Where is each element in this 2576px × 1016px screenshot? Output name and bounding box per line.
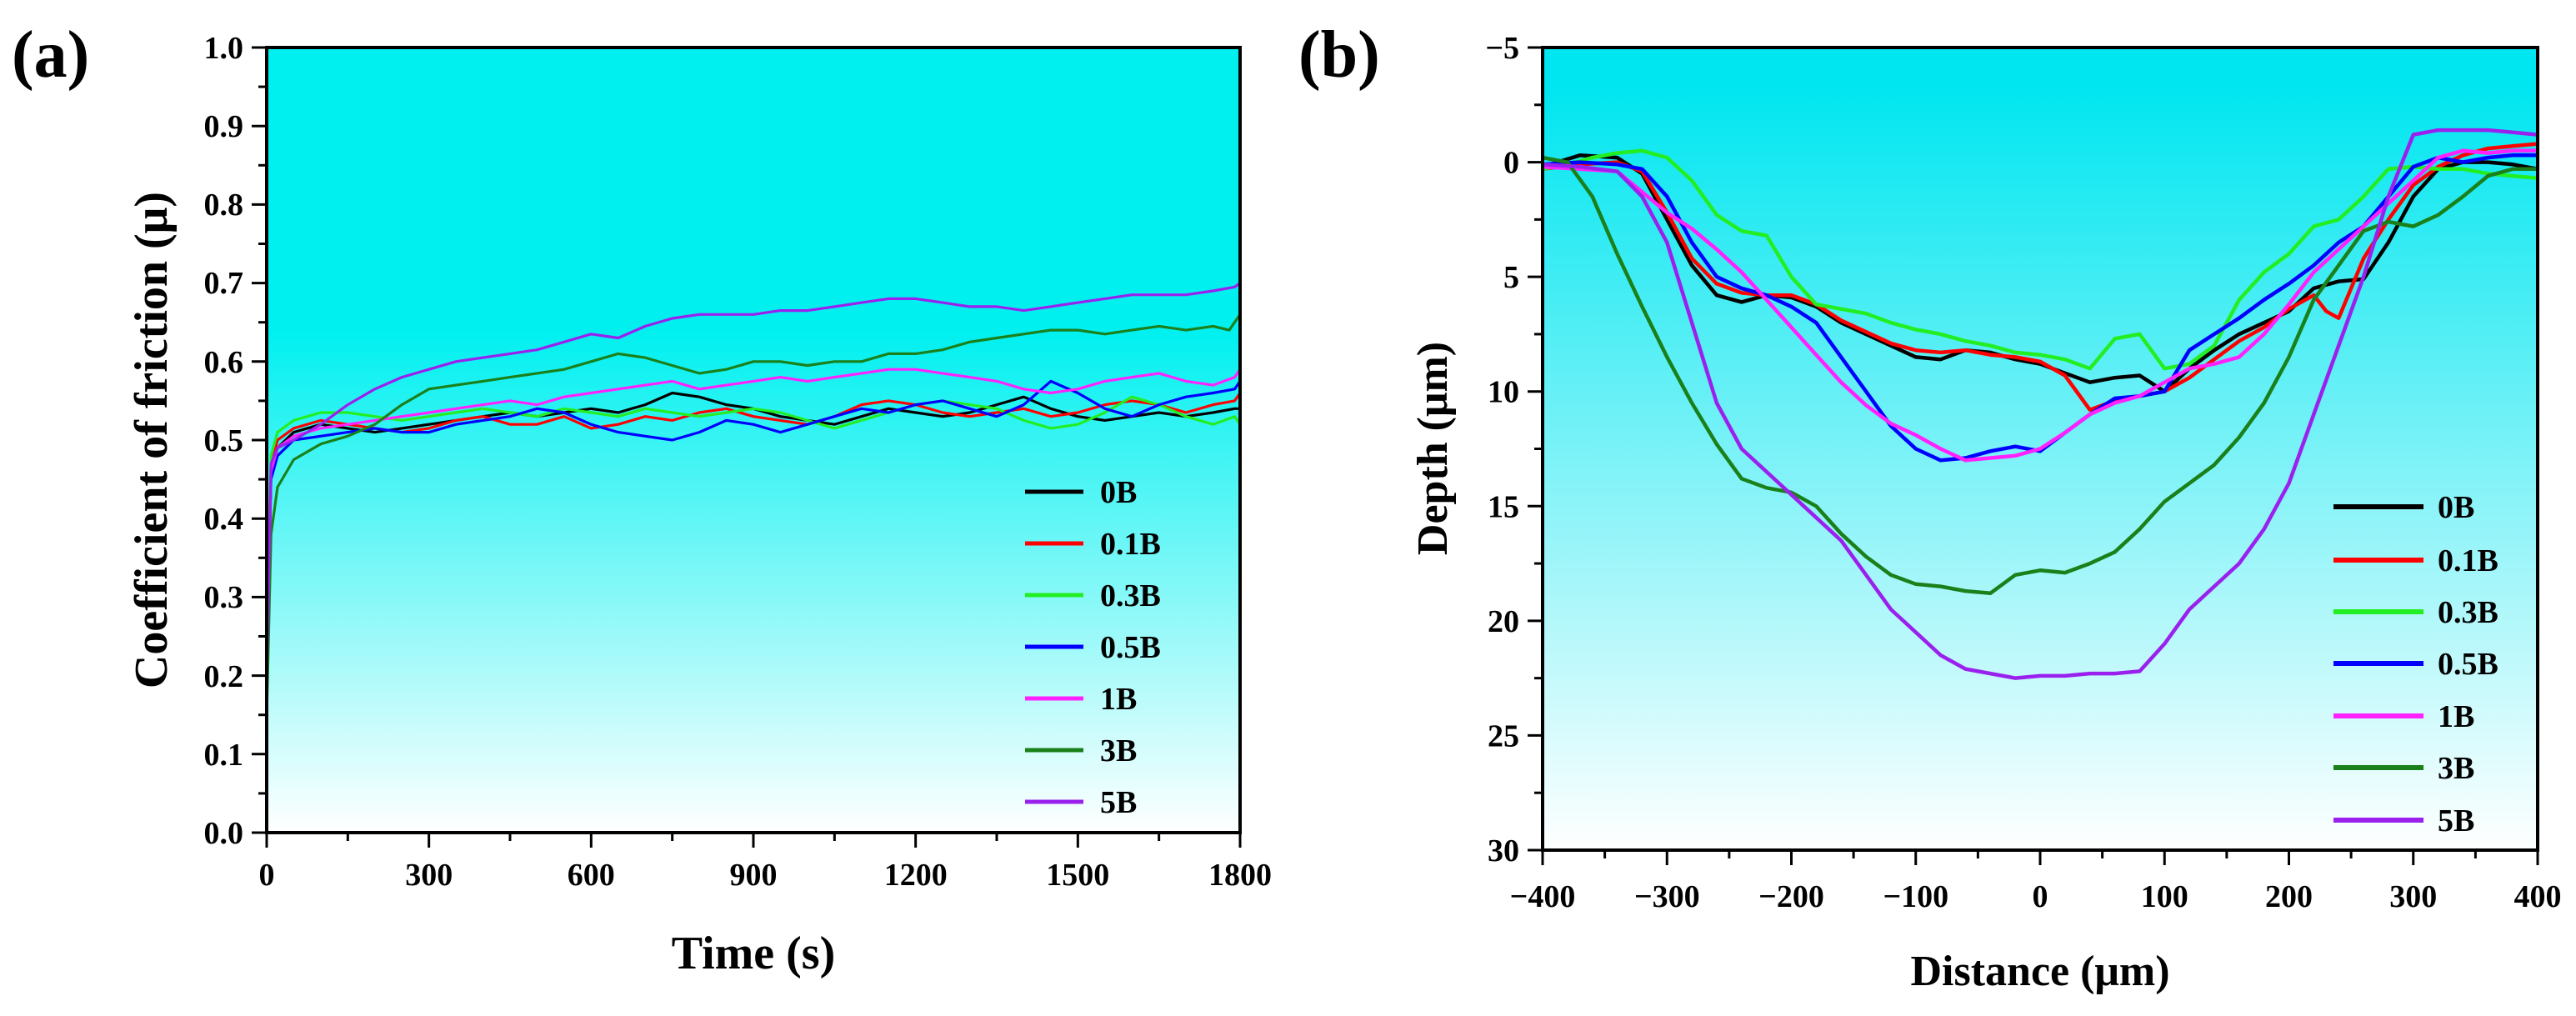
panel-b-legend: 0B 0.1B 0.3B 0.5B 1B 3B 5B — [2333, 490, 2498, 838]
panel-a-x-tick-label: 1200 — [884, 858, 948, 893]
legend-label-0-1b: 0.1B — [2438, 543, 2498, 578]
panel-a-x-tick-labels: 0 300 600 900 1200 1500 1800 — [259, 858, 1273, 893]
panel-b-y-tick-label: 15 — [1488, 489, 1519, 524]
panel-a-ticks — [252, 46, 1242, 848]
panel-a-y-tick-label: 0.1 — [204, 738, 244, 773]
panel-b-x-tick-label: 100 — [2141, 879, 2188, 914]
legend-label-0b: 0B — [1100, 475, 1137, 510]
panel-b-x-tick-label: −200 — [1758, 879, 1824, 914]
panel-a-series — [267, 282, 1240, 717]
legend-label-0-5b: 0.5B — [2438, 647, 2498, 682]
panel-b-x-tick-label: 200 — [2265, 879, 2313, 914]
panel-a-label: (a) — [12, 18, 89, 92]
legend-label-3b: 3B — [1100, 733, 1137, 768]
panel-b-y-tick-label: 25 — [1488, 718, 1519, 753]
panel-a-y-axis-title: Coefficient of friction (μ) — [126, 192, 178, 688]
panel-a-x-tick-label: 0 — [259, 858, 275, 893]
panel-a-y-tick-label: 0.8 — [204, 188, 244, 223]
panel-b-x-tick-label: 0 — [2033, 879, 2048, 914]
panel-b-y-tick-label: 20 — [1488, 604, 1519, 639]
series-line-1b — [1543, 148, 2538, 463]
legend-label-1b: 1B — [2438, 699, 2474, 734]
panel-a-x-tick-label: 900 — [730, 858, 778, 893]
panel-a-x-tick-label: 1500 — [1046, 858, 1109, 893]
panel-a-y-tick-label: 0.2 — [204, 659, 244, 694]
panel-b-x-tick-label: 300 — [2389, 879, 2437, 914]
panel-b-series — [1543, 128, 2538, 680]
legend-label-0-1b: 0.1B — [1100, 527, 1161, 562]
legend-label-0b: 0B — [2438, 490, 2474, 525]
panel-b: (b) −400 −300 −200 −100 0 100 200 300 40… — [1298, 18, 2562, 995]
panel-b-y-tick-label: 0 — [1503, 146, 1519, 181]
panel-b-y-axis-title: Depth (μm) — [1409, 342, 1457, 555]
panel-a-legend: 0B 0.1B 0.3B 0.5B 1B 3B 5B — [1025, 475, 1161, 820]
panel-b-y-tick-label: 30 — [1488, 833, 1519, 868]
panel-b-y-tick-labels: −5 0 5 10 15 20 25 30 — [1485, 31, 1519, 868]
series-line-0-3b — [1543, 148, 2538, 371]
panel-b-x-axis-title: Distance (μm) — [1910, 948, 2169, 995]
panel-b-x-tick-label: −100 — [1883, 879, 1948, 914]
panel-a-x-tick-label: 1800 — [1208, 858, 1272, 893]
series-line-0-5b — [267, 379, 1240, 678]
panel-a-y-tick-label: 0.0 — [204, 816, 244, 851]
panel-a-y-tick-label: 0.3 — [204, 580, 244, 615]
series-line-1b — [267, 368, 1240, 678]
panel-b-y-tick-label: 10 — [1488, 375, 1519, 410]
panel-a-y-tick-label: 0.6 — [204, 345, 244, 380]
panel-b-x-tick-label: 400 — [2514, 879, 2562, 914]
panel-b-x-tick-label: −300 — [1634, 879, 1700, 914]
series-line-5b — [267, 282, 1240, 678]
panel-a-y-tick-label: 0.9 — [204, 109, 244, 144]
legend-label-0-3b: 0.3B — [2438, 595, 2498, 630]
panel-a-x-tick-label: 600 — [568, 858, 615, 893]
panel-a-y-tick-label: 0.5 — [204, 423, 244, 458]
legend-label-3b: 3B — [2438, 751, 2474, 786]
panel-a-plot-background — [267, 48, 1240, 833]
panel-b-y-tick-label: −5 — [1485, 31, 1519, 66]
panel-a-y-tick-label: 1.0 — [204, 31, 244, 66]
series-line-5b — [1543, 128, 2538, 680]
panel-a-x-tick-label: 300 — [405, 858, 453, 893]
panel-b-y-tick-label: 5 — [1503, 260, 1519, 295]
series-line-3b — [1543, 155, 2538, 596]
legend-label-5b: 5B — [1100, 785, 1137, 820]
series-line-3b — [267, 313, 1240, 717]
panel-b-ticks — [1528, 46, 2539, 865]
legend-label-1b: 1B — [1100, 682, 1137, 717]
panel-a-y-tick-label: 0.7 — [204, 266, 244, 301]
panel-b-x-tick-label: −400 — [1510, 879, 1576, 914]
panel-b-x-tick-labels: −400 −300 −200 −100 0 100 200 300 400 — [1510, 879, 2562, 914]
panel-a-y-tick-label: 0.4 — [204, 502, 244, 537]
legend-label-0-5b: 0.5B — [1100, 630, 1161, 665]
panel-a-y-tick-labels: 0.0 0.1 0.2 0.3 0.4 0.5 0.6 0.7 0.8 0.9 … — [204, 31, 244, 851]
panel-a: (a) 0 300 600 900 1200 1500 1800 0.0 0.1… — [12, 18, 1272, 979]
legend-label-5b: 5B — [2438, 803, 2474, 838]
legend-label-0-3b: 0.3B — [1100, 578, 1161, 613]
panel-a-x-axis-title: Time (s) — [672, 928, 836, 979]
panel-b-label: (b) — [1298, 18, 1380, 92]
